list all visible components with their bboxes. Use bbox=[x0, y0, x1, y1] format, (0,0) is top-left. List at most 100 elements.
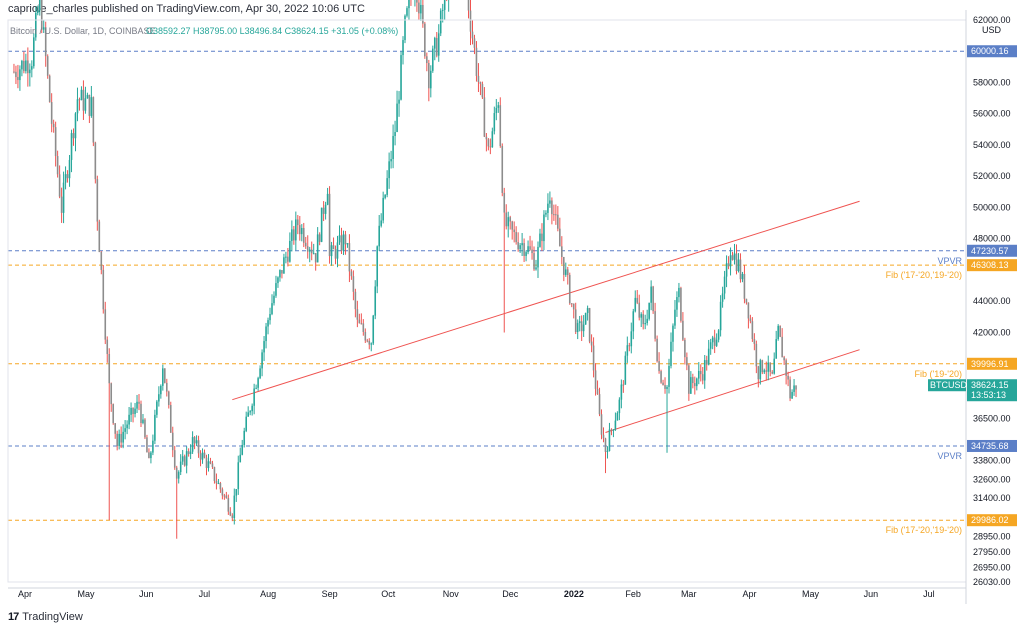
candle-body bbox=[590, 341, 593, 346]
candle-body bbox=[777, 325, 779, 340]
candle-body bbox=[622, 384, 625, 386]
candle-body bbox=[493, 113, 496, 132]
candle-body bbox=[428, 63, 430, 89]
candle-body bbox=[690, 377, 692, 394]
candle-body bbox=[54, 127, 57, 157]
candle-body bbox=[150, 452, 152, 459]
x-tick-label: 2022 bbox=[564, 589, 584, 599]
candle-body bbox=[50, 102, 53, 124]
candle-body bbox=[82, 89, 85, 111]
candle-body bbox=[52, 123, 55, 128]
candle-body bbox=[384, 194, 386, 198]
candle-body bbox=[475, 47, 478, 76]
candle-body bbox=[430, 70, 432, 89]
candle-body bbox=[289, 240, 291, 262]
candle-body bbox=[791, 391, 793, 399]
candle-body bbox=[374, 286, 377, 316]
candle-body bbox=[626, 345, 629, 356]
x-tick-label: Jul bbox=[923, 589, 935, 599]
candle-body bbox=[350, 271, 353, 277]
trend-line bbox=[605, 349, 860, 433]
candle-body bbox=[390, 159, 392, 162]
candle-body bbox=[15, 71, 17, 78]
x-tick-label: Apr bbox=[18, 589, 32, 599]
candle-body bbox=[267, 320, 269, 327]
candle-body bbox=[592, 345, 595, 371]
candle-body bbox=[513, 229, 515, 233]
price-level-badge-text: 29986.02 bbox=[971, 515, 1009, 525]
candle-body bbox=[356, 309, 359, 320]
candle-body bbox=[56, 156, 59, 175]
x-tick-label: Mar bbox=[681, 589, 697, 599]
candle-body bbox=[741, 273, 744, 280]
candle-body bbox=[727, 263, 730, 267]
candle-body bbox=[733, 253, 736, 260]
brand-footer[interactable]: 17 TradingView bbox=[8, 611, 83, 623]
candle-body bbox=[424, 23, 426, 57]
price-level-badge bbox=[967, 514, 1017, 527]
price-level-badge bbox=[967, 357, 1017, 370]
candle-body bbox=[166, 382, 168, 392]
candle-body bbox=[503, 192, 506, 213]
y-tick-label: 26030.00 bbox=[973, 577, 1011, 587]
candle-body bbox=[674, 309, 676, 326]
candle-body bbox=[285, 256, 287, 258]
candle-body bbox=[269, 314, 271, 321]
candle-body bbox=[38, 0, 41, 11]
candle-body bbox=[342, 234, 345, 251]
candle-body bbox=[207, 461, 210, 469]
candle-body bbox=[181, 456, 184, 462]
candle-body bbox=[144, 419, 146, 438]
candle-body bbox=[227, 498, 230, 512]
candle-body bbox=[757, 366, 760, 380]
trend-lines bbox=[232, 200, 860, 433]
candle-body bbox=[469, 10, 472, 32]
candle-body bbox=[167, 391, 170, 406]
candle-body bbox=[42, 27, 45, 30]
candle-body bbox=[616, 413, 619, 421]
x-tick-label: Oct bbox=[381, 589, 396, 599]
candle-body bbox=[219, 483, 222, 490]
x-tick-label: May bbox=[78, 589, 96, 599]
candle-body bbox=[261, 352, 263, 369]
candle-body bbox=[33, 37, 35, 67]
candle-body bbox=[527, 246, 529, 253]
candle-body bbox=[588, 308, 591, 342]
candle-body bbox=[568, 274, 571, 304]
y-tick-label: 56000.00 bbox=[973, 109, 1011, 119]
candle-body bbox=[158, 394, 160, 402]
candle-body bbox=[735, 253, 738, 272]
candle-body bbox=[515, 232, 517, 243]
publisher-header: capriole_charles published on TradingVie… bbox=[8, 3, 365, 15]
candle-body bbox=[636, 297, 639, 303]
candle-body bbox=[90, 97, 93, 116]
candle-body bbox=[205, 457, 208, 469]
candle-body bbox=[104, 309, 107, 340]
brand-name: TradingView bbox=[22, 611, 83, 623]
candle-body bbox=[779, 325, 781, 337]
x-tick-label: Jun bbox=[139, 589, 154, 599]
candle-body bbox=[118, 433, 120, 446]
x-tick-label: Aug bbox=[260, 589, 276, 599]
y-tick-label: 26950.00 bbox=[973, 563, 1011, 573]
candle-body bbox=[247, 412, 249, 417]
candle-body bbox=[795, 385, 797, 390]
candle-body bbox=[598, 394, 601, 415]
candle-body bbox=[719, 301, 722, 331]
candle-body bbox=[255, 387, 257, 389]
candle-body bbox=[561, 246, 563, 257]
candle-body bbox=[614, 420, 617, 430]
candle-body bbox=[306, 246, 309, 252]
candle-body bbox=[215, 480, 218, 484]
candle-body bbox=[193, 437, 196, 444]
candle-body bbox=[388, 161, 390, 179]
x-tick-label: Dec bbox=[502, 589, 519, 599]
candle-body bbox=[574, 309, 577, 332]
candle-body bbox=[670, 341, 672, 366]
candle-body bbox=[695, 378, 698, 387]
candle-body bbox=[471, 31, 474, 39]
candle-body bbox=[287, 256, 289, 262]
candle-body bbox=[78, 99, 81, 101]
candle-body bbox=[346, 243, 349, 245]
